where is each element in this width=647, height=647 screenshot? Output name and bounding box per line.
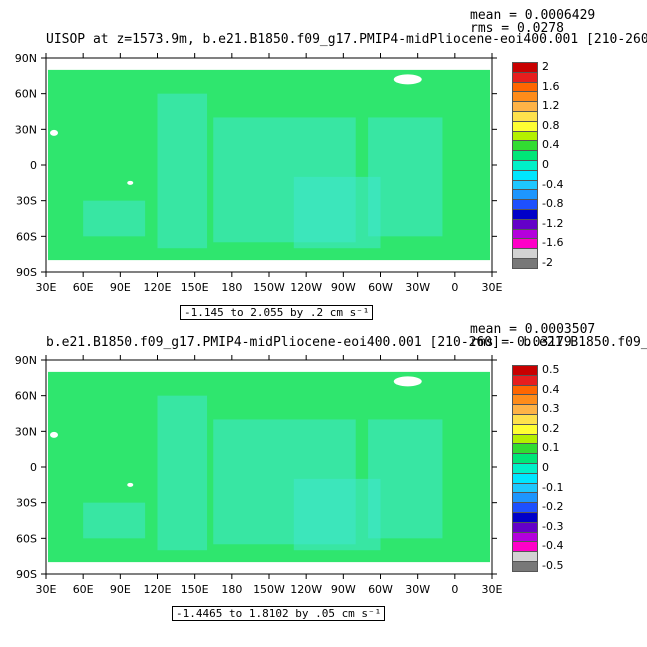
y-tick-label: 60S (16, 230, 37, 243)
colorbar-label: 0.1 (542, 441, 560, 455)
colorbar-label: -0.8 (542, 197, 564, 211)
map-panel-1: 30E 60E 90E 120E 150E 180 150W 120W 90W 60W 30W 0 30… (15, 52, 503, 294)
rms-label-1: rms = 0.0278 (470, 21, 564, 36)
colorbar-label: 0 (542, 461, 549, 474)
y-tick-label: 60S (16, 532, 37, 545)
colorbar-label: 0.5 (542, 363, 560, 376)
y-tick-label: 0 (30, 159, 37, 172)
x-tick-label: 180 (221, 281, 242, 294)
x-tick-label: 180 (221, 583, 242, 596)
colorbar-label: -0.1 (542, 480, 564, 494)
field-patch (157, 395, 208, 551)
x-tick-label: 30E (36, 281, 57, 294)
field-patch (293, 478, 381, 551)
x-tick-label: 150W (253, 583, 285, 596)
land-mass (50, 431, 58, 438)
x-tick-label: 90E (110, 281, 131, 294)
colorbar-label: -0.5 (542, 559, 564, 572)
colorbar-label: 0.3 (542, 402, 560, 416)
rms-label-2: rms = 0.03179 (470, 335, 572, 350)
x-tick-label: 60W (368, 583, 393, 596)
x-tick-label: 150E (181, 281, 209, 294)
colorbar-swatch (512, 561, 538, 572)
x-tick-label: 120E (144, 281, 172, 294)
x-tick-label: 60W (368, 281, 393, 294)
range-label-1: -1.145 to 2.055 by .2 cm s⁻¹ (180, 305, 374, 320)
colorbar-label: 2 (542, 60, 549, 73)
x-tick-label: 90E (110, 583, 131, 596)
y-tick-label: 90N (15, 52, 37, 65)
x-tick-label: 90W (331, 281, 356, 294)
field-patch (83, 502, 146, 539)
y-tick-label: 60N (15, 88, 37, 101)
x-tick-label: 150W (253, 281, 285, 294)
field-patch (83, 200, 146, 237)
field-patch (157, 93, 208, 249)
colorbar-label: -2 (542, 256, 553, 269)
land-mass (393, 74, 422, 85)
x-tick-label: 30W (405, 281, 430, 294)
colorbar-label: -1.2 (542, 216, 564, 230)
y-tick-label: 30S (16, 195, 37, 208)
x-tick-label: 0 (451, 583, 458, 596)
colorbar-label: -0.4 (542, 177, 564, 191)
y-tick-label: 90N (15, 354, 37, 367)
panel-title-1: UISOP at z=1573.9m, b.e21.B1850.f09_g17.… (46, 32, 647, 47)
colorbar-label: 1.2 (542, 99, 560, 113)
land-mass (393, 376, 422, 387)
colorbar-label: -1.6 (542, 236, 564, 250)
x-tick-label: 30E (482, 583, 503, 596)
y-tick-label: 0 (30, 461, 37, 474)
x-tick-label: 120W (290, 281, 322, 294)
colorbar-swatch (512, 258, 538, 269)
colorbar-label: 0.4 (542, 138, 560, 152)
map-panel-2: 30E 60E 90E 120E 150E 180 150W 120W 90W 60W 30W 0 30… (15, 354, 503, 596)
mean-label-2: mean = 0.0003507 (470, 322, 596, 337)
land-mass (50, 129, 58, 136)
x-tick-label: 60E (73, 281, 94, 294)
mean-label-1: mean = 0.0006429 (470, 8, 596, 23)
panel-title-2: b.e21.B1850.f09_g17.PMIP4-midPliocene-eo… (46, 335, 647, 350)
x-tick-label: 120E (144, 583, 172, 596)
y-tick-label: 30N (15, 425, 37, 438)
x-tick-label: 60E (73, 583, 94, 596)
y-tick-label: 30S (16, 497, 37, 510)
colorbar-label: -0.2 (542, 500, 564, 514)
x-tick-label: 0 (451, 281, 458, 294)
y-tick-label: 30N (15, 123, 37, 136)
colorbar-label: 0 (542, 158, 549, 171)
x-tick-label: 150E (181, 583, 209, 596)
x-tick-label: 30E (36, 583, 57, 596)
y-tick-label: 90S (16, 266, 37, 279)
x-tick-label: 30E (482, 281, 503, 294)
land-mass (127, 180, 134, 185)
x-tick-label: 30W (405, 583, 430, 596)
land-mass (127, 482, 134, 487)
x-tick-label: 90W (331, 583, 356, 596)
colorbar-label: -0.3 (542, 519, 564, 533)
range-label-2: -1.4465 to 1.8102 by .05 cm s⁻¹ (172, 606, 386, 621)
y-tick-label: 60N (15, 390, 37, 403)
colorbar-label: 0.4 (542, 382, 560, 396)
colorbar-label: 1.6 (542, 79, 560, 93)
colorbar-label: 0.8 (542, 118, 560, 132)
field-patch (293, 176, 381, 249)
colorbar-label: 0.2 (542, 421, 560, 435)
y-tick-label: 90S (16, 568, 37, 581)
colorbar-label: -0.4 (542, 539, 564, 553)
x-tick-label: 120W (290, 583, 322, 596)
